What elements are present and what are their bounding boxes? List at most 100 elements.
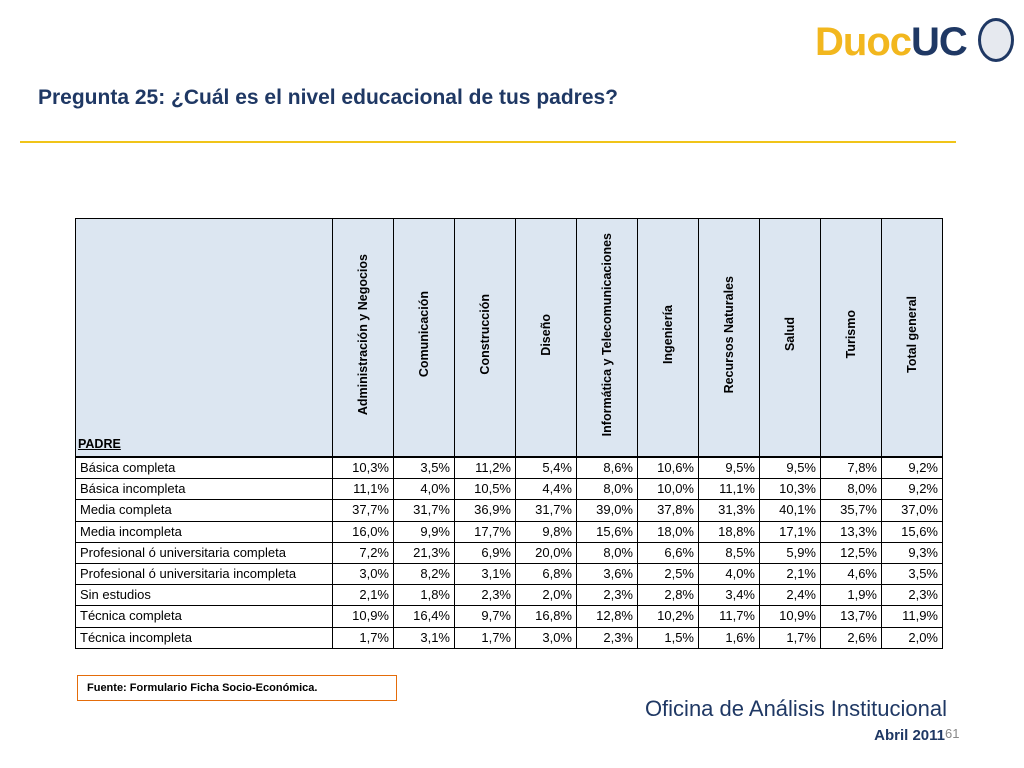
- cell: 8,5%: [698, 541, 760, 564]
- cell: 2,3%: [881, 584, 943, 607]
- column-header: Construcción: [454, 218, 516, 458]
- column-header: Comunicación: [393, 218, 455, 458]
- table: PADRE Administración y Negocios Comunicaci…: [75, 218, 943, 649]
- column-label: Informática y Telecomunicaciones: [600, 232, 614, 437]
- row-label: Media completa: [75, 499, 333, 522]
- row: Técnica completa 10,9% 16,4% 9,7% 16,8% 12,8%…: [75, 605, 943, 628]
- cell: 2,6%: [820, 626, 882, 649]
- cell: 16,8%: [515, 605, 577, 628]
- cell: 21,3%: [393, 541, 455, 564]
- column-label: Turismo: [844, 310, 858, 359]
- cell: 15,6%: [576, 520, 638, 543]
- cell: 11,9%: [881, 605, 943, 628]
- cell: 3,1%: [454, 562, 516, 586]
- cell: 6,8%: [515, 562, 577, 586]
- cell: 1,7%: [454, 626, 516, 649]
- cell: 2,5%: [637, 562, 699, 586]
- cell: 9,7%: [454, 605, 516, 628]
- cell: 3,4%: [698, 584, 760, 607]
- cell: 17,1%: [759, 520, 821, 543]
- cell: 13,7%: [820, 605, 882, 628]
- cell: 7,2%: [332, 541, 394, 564]
- column-header: Informática y Telecomunicaciones: [576, 218, 638, 458]
- cell: 10,5%: [454, 478, 516, 501]
- column-header: Ingeniería: [637, 218, 699, 458]
- cell: 3,0%: [515, 626, 577, 649]
- cell: 6,6%: [637, 541, 699, 564]
- cell: 35,7%: [820, 499, 882, 522]
- office: Oficina de Análisis Institucional: [644, 696, 947, 721]
- column-label: Comunicación: [417, 291, 431, 378]
- row: Media incompleta 16,0% 9,9% 17,7% 9,8% 15,6% 1…: [75, 520, 943, 543]
- row: Básica completa 10,3% 3,5% 11,2% 5,4% 8,6% 10,…: [75, 456, 943, 480]
- cell: 3,1%: [393, 626, 455, 649]
- cell: 13,3%: [820, 520, 882, 543]
- cell: 40,1%: [759, 499, 821, 522]
- cell: 31,7%: [515, 499, 577, 522]
- cell: 9,3%: [881, 541, 943, 564]
- seal: [978, 18, 1014, 62]
- cell: 9,9%: [393, 520, 455, 543]
- cell: 36,9%: [454, 499, 516, 522]
- cell: 12,8%: [576, 605, 638, 628]
- cell: 2,8%: [637, 584, 699, 607]
- cell: 37,8%: [637, 499, 699, 522]
- cell: 9,5%: [698, 456, 760, 480]
- column-header: Total general: [881, 218, 943, 458]
- row-label: Básica incompleta: [75, 478, 333, 501]
- cell: 2,1%: [759, 562, 821, 586]
- row: Sin estudios 2,1% 1,8% 2,3% 2,0% 2,3% 2,8% 3,4%…: [75, 584, 943, 607]
- cell: 10,6%: [637, 456, 699, 480]
- column-header: Salud: [759, 218, 821, 458]
- cell: 39,0%: [576, 499, 638, 522]
- cell: 9,5%: [759, 456, 821, 480]
- source: Fuente: Formulario Ficha Socio-Económica…: [77, 675, 397, 701]
- corner: PADRE: [75, 218, 333, 458]
- cell: 9,2%: [881, 478, 943, 501]
- cell: 1,8%: [393, 584, 455, 607]
- row-label: Sin estudios: [75, 584, 333, 607]
- cell: 11,7%: [698, 605, 760, 628]
- row: Media completa 37,7% 31,7% 36,9% 31,7% 39,0% 3…: [75, 499, 943, 522]
- cell: 15,6%: [881, 520, 943, 543]
- title: Pregunta 25: ¿Cuál es el nivel educacion…: [38, 86, 619, 109]
- row-label: Media incompleta: [75, 520, 333, 543]
- cell: 2,4%: [759, 584, 821, 607]
- cell: 5,9%: [759, 541, 821, 564]
- column-label: Total general: [905, 296, 919, 373]
- row-label: Técnica incompleta: [75, 626, 333, 649]
- column-header: Diseño: [515, 218, 577, 458]
- cell: 9,8%: [515, 520, 577, 543]
- cell: 18,0%: [637, 520, 699, 543]
- rule: [20, 141, 956, 143]
- cell: 12,5%: [820, 541, 882, 564]
- row-label: Profesional ó universitaria incompleta: [75, 562, 333, 586]
- cell: 4,0%: [698, 562, 760, 586]
- cell: 11,2%: [454, 456, 516, 480]
- cell: 10,3%: [759, 478, 821, 501]
- cell: 1,7%: [332, 626, 394, 649]
- cell: 2,3%: [454, 584, 516, 607]
- cell: 1,9%: [820, 584, 882, 607]
- cell: 1,7%: [759, 626, 821, 649]
- cell: 11,1%: [698, 478, 760, 501]
- column-label: Ingeniería: [661, 304, 675, 365]
- cell: 8,0%: [576, 541, 638, 564]
- cell: 4,6%: [820, 562, 882, 586]
- cell: 10,2%: [637, 605, 699, 628]
- row-label: Técnica completa: [75, 605, 333, 628]
- cell: 1,5%: [637, 626, 699, 649]
- cell: 5,4%: [515, 456, 577, 480]
- row-label: Profesional ó universitaria completa: [75, 541, 333, 564]
- cell: 9,2%: [881, 456, 943, 480]
- cell: 10,9%: [332, 605, 394, 628]
- cell: 10,9%: [759, 605, 821, 628]
- column-header: Recursos Naturales: [698, 218, 760, 458]
- cell: 17,7%: [454, 520, 516, 543]
- page-number: 61: [945, 726, 960, 741]
- column-label: Administración y Negocios: [356, 253, 370, 416]
- cell: 4,0%: [393, 478, 455, 501]
- cell: 2,3%: [576, 626, 638, 649]
- cell: 3,5%: [393, 456, 455, 480]
